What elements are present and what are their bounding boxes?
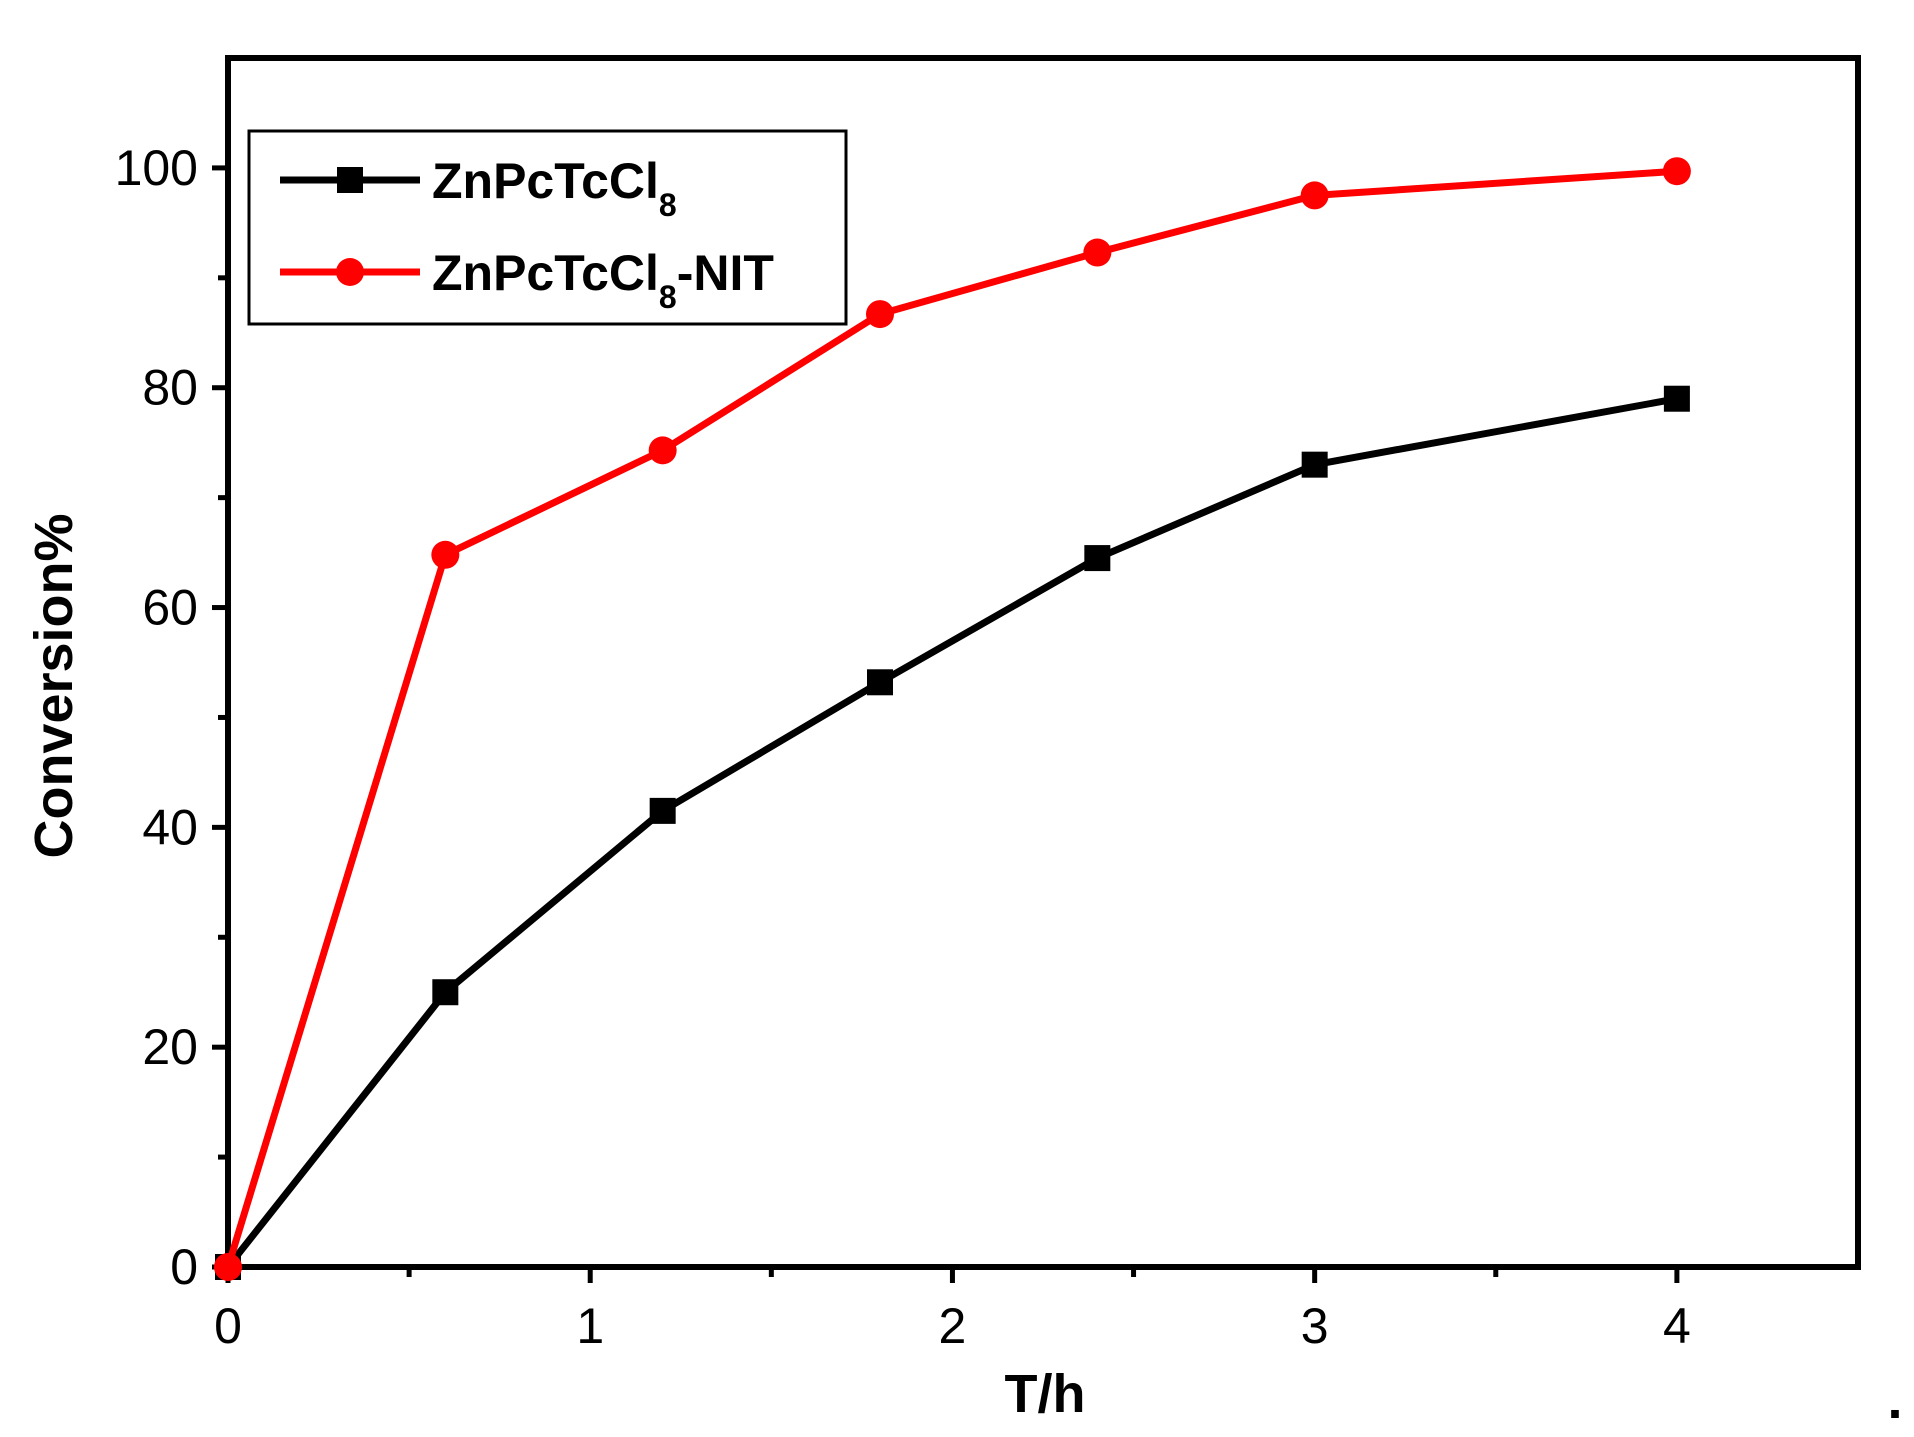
x-tick-label: 4 xyxy=(1663,1298,1691,1354)
legend-marker xyxy=(336,258,364,286)
data-point xyxy=(1300,181,1329,210)
data-point xyxy=(431,540,460,569)
series-layer xyxy=(214,157,1691,1281)
y-tick-label: 100 xyxy=(115,140,198,196)
y-tick-label: 40 xyxy=(142,799,198,855)
series-2 xyxy=(214,157,1691,1281)
data-point xyxy=(867,669,893,696)
y-axis-title: Conversion% xyxy=(24,513,84,858)
x-axis-title: T/h xyxy=(1005,1364,1086,1424)
data-point xyxy=(1662,157,1691,186)
y-tick-label: 60 xyxy=(142,580,198,636)
x-tick-label: 1 xyxy=(576,1298,604,1354)
trailing-dot: . xyxy=(1887,1370,1902,1430)
series-1 xyxy=(215,385,1690,1280)
legend-label: ZnPcTcCl8 xyxy=(432,153,677,223)
legend-box xyxy=(247,129,848,326)
x-tick-label: 2 xyxy=(939,1298,967,1354)
data-point xyxy=(1301,451,1328,478)
x-tick-label: 3 xyxy=(1301,1298,1329,1354)
data-point xyxy=(1663,385,1690,412)
data-point xyxy=(866,300,894,329)
plot-frame xyxy=(225,55,1861,1270)
series-line xyxy=(224,167,1678,1269)
y-axis: 0 20 40 60 80 100 xyxy=(115,140,228,1295)
x-axis: 0 1 2 3 4 xyxy=(214,1267,1691,1354)
legend-label: ZnPcTcCl8-NIT xyxy=(432,245,774,315)
legend: ZnPcTcCl8 ZnPcTcCl8-NIT xyxy=(247,129,848,326)
legend-entry: ZnPcTcCl8-NIT xyxy=(280,245,774,315)
plot-border xyxy=(225,55,1861,1270)
data-point xyxy=(649,797,676,824)
legend-marker xyxy=(337,167,363,193)
y-tick-label: 20 xyxy=(142,1019,198,1075)
y-tick-label: 0 xyxy=(170,1239,198,1295)
data-point xyxy=(214,1253,242,1281)
data-point xyxy=(432,979,459,1006)
legend-entry: ZnPcTcCl8 xyxy=(280,153,677,223)
data-point xyxy=(1083,238,1112,267)
data-point xyxy=(648,436,677,465)
series-line xyxy=(225,395,1678,1270)
data-point xyxy=(1084,545,1111,572)
y-tick-label: 80 xyxy=(142,360,198,416)
x-tick-label: 0 xyxy=(214,1298,242,1354)
